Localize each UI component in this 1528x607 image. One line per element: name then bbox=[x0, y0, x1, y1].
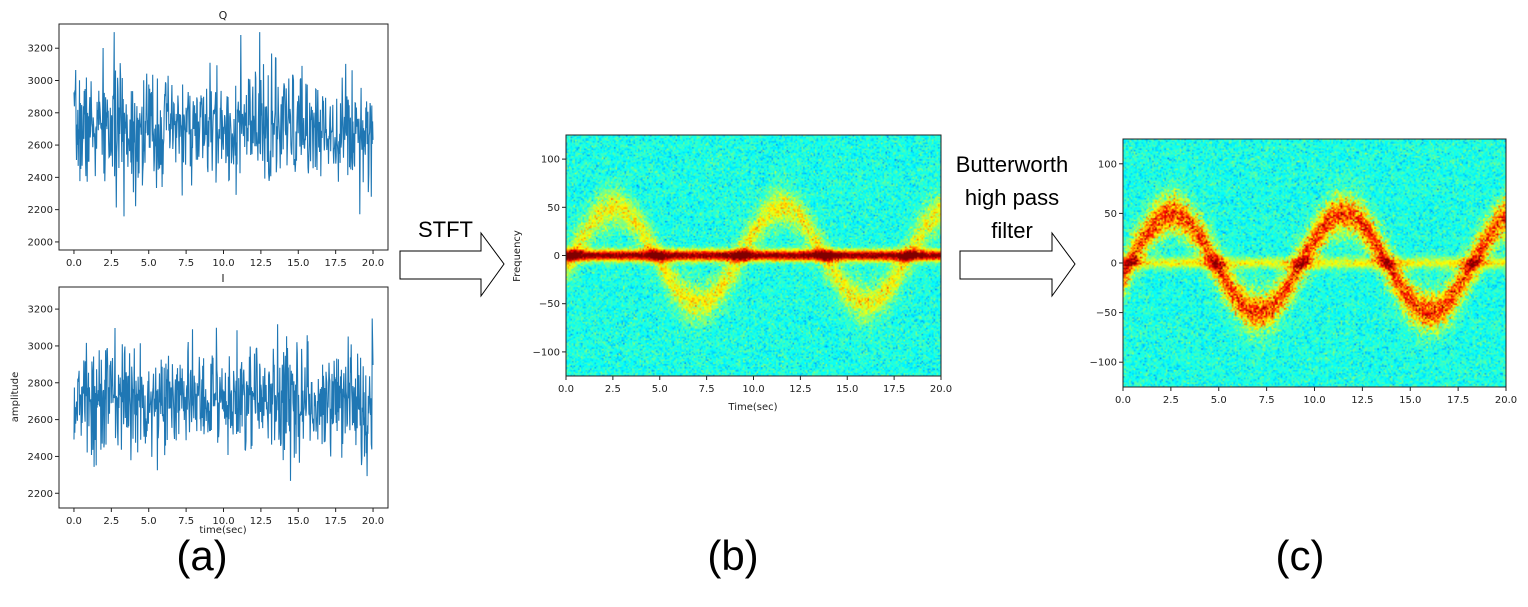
q-y-tick-label: 2600 bbox=[28, 141, 53, 152]
i-y-tick-label: 3000 bbox=[28, 341, 53, 352]
i-x-tick-label: 15.0 bbox=[287, 516, 309, 527]
stft-y-tick-label: 50 bbox=[547, 203, 560, 214]
stft-x-tick-label: 0.0 bbox=[558, 384, 574, 395]
filtered-x-tick-label: 2.5 bbox=[1163, 395, 1179, 406]
stft-x-tick-label: 20.0 bbox=[930, 384, 952, 395]
q-x-tick-label: 10.0 bbox=[212, 258, 234, 269]
i-y-tick-label: 3200 bbox=[28, 305, 53, 316]
butterworth-line-3: filter bbox=[991, 218, 1033, 243]
i-x-tick-label: 20.0 bbox=[362, 516, 384, 527]
i-y-tick-label: 2600 bbox=[28, 415, 53, 426]
stft-x-tick-label: 17.5 bbox=[883, 384, 905, 395]
q-signal-plot: Q 0.0 2.5 5.0 7.5 10.0 12.5 15.0 17.5 20.0 2000 22… bbox=[28, 9, 389, 269]
stft-y-tick-label: −100 bbox=[533, 347, 560, 358]
stft-x-tick-label: 7.5 bbox=[699, 384, 715, 395]
q-x-tick-label: 15.0 bbox=[287, 258, 309, 269]
i-x-tick-label: 7.5 bbox=[178, 516, 194, 527]
i-x-tick-label: 10.0 bbox=[212, 516, 234, 527]
i-signal-plot: I 0.0 2.5 5.0 7.5 10.0 12.5 15.0 17.5 20.0 2200 24… bbox=[10, 272, 389, 536]
i-y-tick-label: 2200 bbox=[28, 489, 53, 500]
q-x-tick-label: 0.0 bbox=[66, 258, 82, 269]
stft-y-axis-label: Frequency bbox=[512, 230, 523, 282]
filtered-y-tick-label: −50 bbox=[1096, 308, 1117, 319]
filtered-x-tick-label: 5.0 bbox=[1211, 395, 1227, 406]
stft-y-tick-label: 0 bbox=[554, 251, 560, 262]
stft-arrow bbox=[399, 231, 505, 298]
q-x-tick-label: 17.5 bbox=[325, 258, 347, 269]
q-signal-line bbox=[73, 32, 374, 217]
q-x-tick-label: 20.0 bbox=[362, 258, 384, 269]
filtered-spectrogram-image bbox=[1123, 139, 1506, 387]
stft-x-tick-label: 10.0 bbox=[742, 384, 764, 395]
q-x-tick-label: 7.5 bbox=[178, 258, 194, 269]
stft-x-tick-label: 5.0 bbox=[652, 384, 668, 395]
q-y-tick-label: 2200 bbox=[28, 205, 53, 216]
q-x-tick-label: 12.5 bbox=[250, 258, 272, 269]
i-x-axis-label: time(sec) bbox=[199, 525, 246, 536]
i-x-tick-label: 12.5 bbox=[250, 516, 272, 527]
stft-x-tick-label: 12.5 bbox=[789, 384, 811, 395]
stft-spectrogram-image bbox=[566, 135, 941, 376]
q-x-tick-label: 5.0 bbox=[141, 258, 157, 269]
i-y-tick-label: 2400 bbox=[28, 452, 53, 463]
q-y-tick-label: 2800 bbox=[28, 108, 53, 119]
stft-label: STFT bbox=[418, 217, 473, 242]
q-y-tick-label: 2400 bbox=[28, 173, 53, 184]
i-signal-line bbox=[73, 318, 374, 481]
filtered-spectrogram: 0.0 2.5 5.0 7.5 10.0 12.5 15.0 17.5 20.0 100 50 0 −5… bbox=[1090, 138, 1517, 406]
i-x-tick-label: 17.5 bbox=[325, 516, 347, 527]
i-y-tick-label: 2800 bbox=[28, 378, 53, 389]
filtered-x-tick-label: 7.5 bbox=[1259, 395, 1275, 406]
filtered-y-tick-label: 50 bbox=[1104, 209, 1117, 220]
i-x-tick-label: 0.0 bbox=[66, 516, 82, 527]
butterworth-label: Butterworth high pass filter bbox=[956, 152, 1069, 243]
i-plot-title: I bbox=[221, 272, 224, 285]
q-y-tick-label: 2000 bbox=[28, 237, 53, 248]
filtered-x-tick-label: 10.0 bbox=[1303, 395, 1325, 406]
filtered-x-tick-label: 12.5 bbox=[1351, 395, 1373, 406]
q-plot-title: Q bbox=[219, 9, 228, 22]
stft-spectrogram: 0.0 2.5 5.0 7.5 10.0 12.5 15.0 17.5 20.0 100 50 0 −5… bbox=[512, 134, 952, 413]
caption-c: (c) bbox=[1276, 532, 1325, 579]
filtered-y-tick-label: 0 bbox=[1111, 259, 1117, 270]
stft-x-tick-label: 2.5 bbox=[605, 384, 621, 395]
filtered-y-tick-label: 100 bbox=[1098, 159, 1117, 170]
q-y-tick-label: 3000 bbox=[28, 76, 53, 87]
filtered-x-tick-label: 20.0 bbox=[1495, 395, 1517, 406]
stft-x-tick-label: 15.0 bbox=[836, 384, 858, 395]
filter-arrow bbox=[959, 231, 1076, 298]
q-x-tick-label: 2.5 bbox=[103, 258, 119, 269]
i-y-axis-label: amplitude bbox=[10, 372, 21, 423]
butterworth-line-1: Butterworth bbox=[956, 152, 1069, 177]
filtered-x-tick-label: 0.0 bbox=[1115, 395, 1131, 406]
q-y-tick-label: 3200 bbox=[28, 44, 53, 55]
i-x-tick-label: 2.5 bbox=[103, 516, 119, 527]
caption-b: (b) bbox=[707, 532, 758, 579]
filtered-x-tick-label: 17.5 bbox=[1447, 395, 1469, 406]
filtered-x-tick-label: 15.0 bbox=[1399, 395, 1421, 406]
filtered-y-tick-label: −100 bbox=[1090, 358, 1117, 369]
stft-x-axis-label: Time(sec) bbox=[727, 402, 777, 413]
stft-y-tick-label: 100 bbox=[541, 155, 560, 166]
i-x-tick-label: 5.0 bbox=[141, 516, 157, 527]
caption-a: (a) bbox=[176, 532, 227, 579]
stft-y-tick-label: −50 bbox=[539, 299, 560, 310]
butterworth-line-2: high pass bbox=[965, 185, 1059, 210]
